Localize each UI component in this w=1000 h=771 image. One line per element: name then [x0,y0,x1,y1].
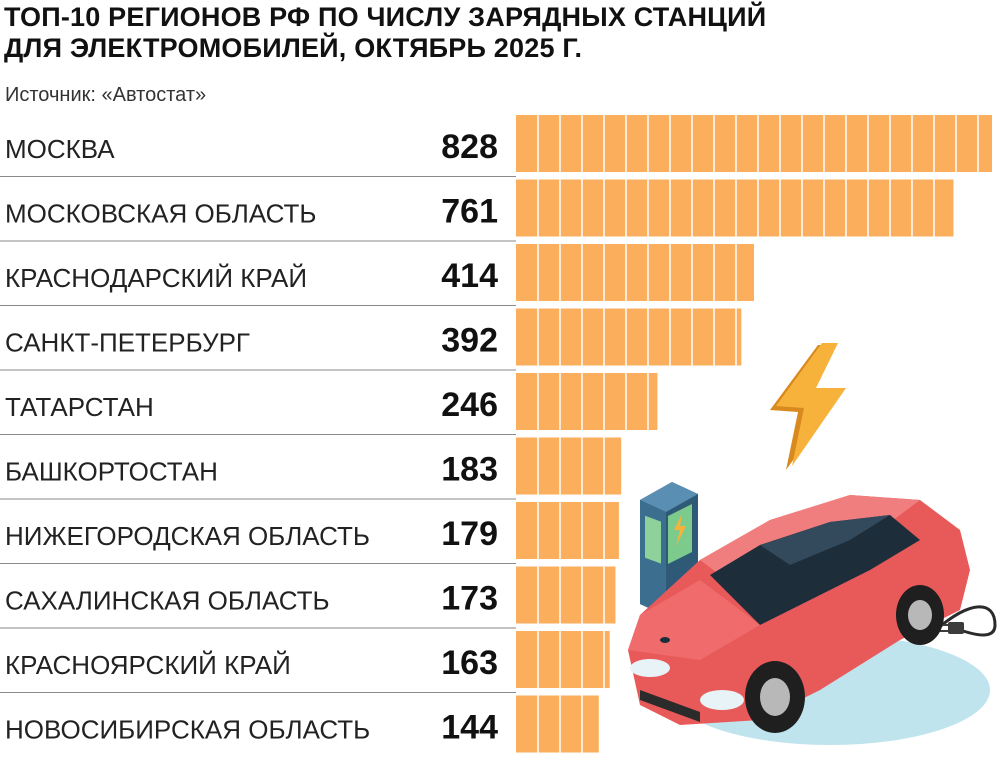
chart-title-line-1: ТОП-10 РЕГИОНОВ РФ ПО ЧИСЛУ ЗАРЯДНЫХ СТА… [4,2,767,32]
bar-label: КРАСНОДАРСКИЙ КРАЙ [5,263,307,293]
source-note: Источник: «Автостат» [5,84,207,106]
bar-label: ТАТАРСТАН [5,392,154,422]
chart-title: ТОП-10 РЕГИОНОВ РФ ПО ЧИСЛУ ЗАРЯДНЫХ СТА… [4,2,994,64]
chart-title-line-2: ДЛЯ ЭЛЕКТРОМОБИЛЕЙ, ОКТЯБРЬ 2025 г. [4,33,583,63]
bar-label: САХАЛИНСКАЯ ОБЛАСТЬ [5,586,330,616]
bar-label: БАШКОРТОСТАН [5,457,218,487]
bar-label: САНКТ-ПЕТЕРБУРГ [5,328,250,358]
bar-value-label: 246 [441,386,498,424]
bar [516,437,622,495]
bar [516,566,616,624]
bar-value-label: 173 [441,580,498,618]
bar-value-label: 183 [441,451,498,489]
bar-value-label: 144 [441,709,498,747]
bar-label: КРАСНОЯРСКИЙ КРАЙ [5,650,291,680]
bar [516,308,742,366]
bar [516,244,754,301]
charging-illustration [628,343,997,745]
bar-label: НИЖЕГОРОДСКАЯ ОБЛАСТЬ [5,521,370,551]
bar-label: МОСКОВСКАЯ ОБЛАСТЬ [5,199,316,229]
bar [516,502,619,559]
bar-value-label: 179 [441,515,498,553]
bar-value-label: 163 [441,644,498,682]
electric-car-icon [628,495,970,733]
bar [516,631,610,688]
bar [516,179,954,237]
bar [516,115,992,172]
bar [516,695,599,753]
bar-value-label: 414 [441,257,498,295]
bar-label: МОСКВА [5,134,115,164]
bar-value-label: 828 [441,128,498,166]
bar-value-label: 761 [441,193,498,231]
charging-cable-shape [935,605,997,637]
lightning-bolt-icon [770,343,846,470]
chart-rows: МОСКВА 828 МОСКОВСКАЯ ОБЛАСТЬ 761 КРАСНОДАРС… [0,115,992,753]
bar-label: НОВОСИБИРСКАЯ ОБЛАСТЬ [5,715,370,745]
bar-value-label: 392 [441,322,498,360]
bar [516,373,658,430]
